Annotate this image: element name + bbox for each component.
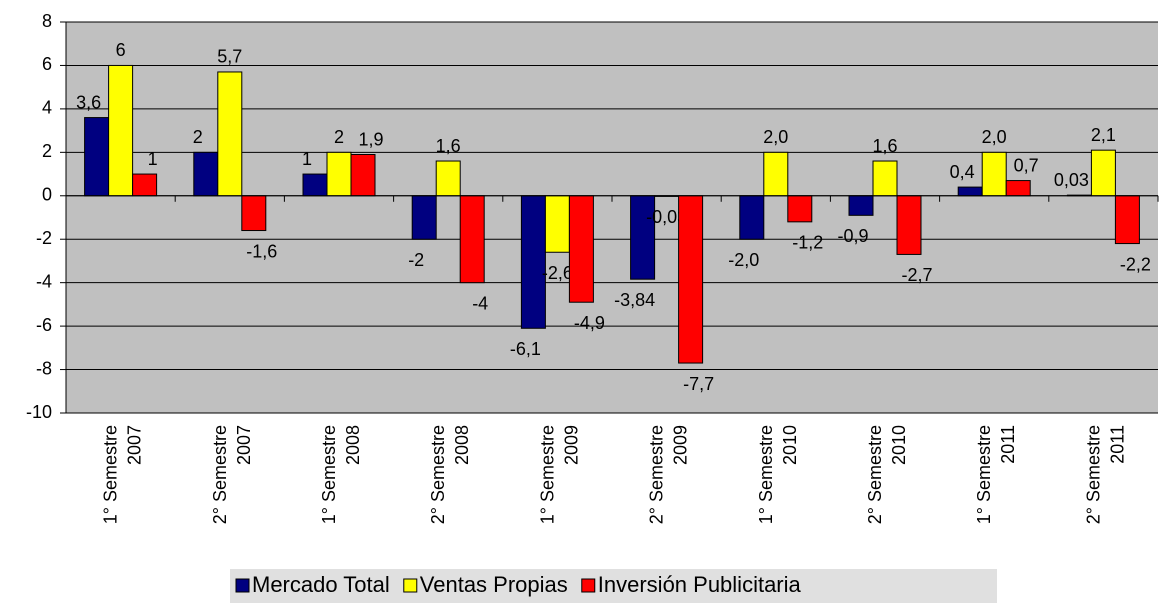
- value-label: 2: [334, 127, 344, 147]
- x-tick-group: 2° Semestre 2007: [210, 425, 254, 524]
- y-tick-label: -4: [36, 271, 52, 291]
- x-tick-group: 2° Semestre 2008: [428, 425, 472, 524]
- bar: [1090, 149, 1116, 197]
- value-label: -4: [472, 293, 488, 313]
- y-tick-label: -10: [26, 402, 52, 422]
- x-tick-group: 1° Semestre 2007: [101, 425, 145, 524]
- value-label: -0,9: [837, 226, 868, 246]
- bar: [132, 173, 158, 197]
- bar: [350, 154, 376, 197]
- value-label: -2: [408, 250, 424, 270]
- legend-label: Ventas Propias: [420, 572, 568, 597]
- value-label: 0,03: [1054, 170, 1089, 190]
- value-label: 2,0: [763, 127, 788, 147]
- y-tick-label: 0: [42, 185, 52, 205]
- legend-label: Mercado Total: [252, 572, 390, 597]
- x-tick-label: 2° Semestre 2011: [1083, 425, 1127, 524]
- bar: [241, 195, 267, 232]
- value-label: -2,0: [728, 250, 759, 270]
- bar: [787, 195, 813, 223]
- legend-swatch: [403, 578, 418, 593]
- bar: [108, 64, 134, 197]
- value-label: 0,7: [1014, 155, 1039, 175]
- y-tick-label: 8: [42, 11, 52, 31]
- value-label: 5,7: [217, 47, 242, 67]
- value-label: -4,9: [574, 313, 605, 333]
- bar: [302, 173, 328, 197]
- bar: [326, 151, 352, 197]
- value-label: 2,0: [982, 127, 1007, 147]
- y-tick-label: 4: [42, 98, 52, 118]
- value-label: -3,84: [614, 290, 655, 310]
- x-tick-label: 2° Semestre 2009: [647, 425, 691, 524]
- value-label: 3,6: [76, 92, 101, 112]
- x-tick-group: 2° Semestre 2011: [1083, 425, 1127, 524]
- bar: [411, 195, 437, 240]
- bar: [435, 160, 461, 197]
- x-tick-label: 1° Semestre 2007: [101, 425, 145, 524]
- value-label: 1,9: [358, 129, 383, 149]
- x-tick-label: 1° Semestre 2009: [537, 425, 581, 524]
- x-tick-group: 1° Semestre 2011: [974, 425, 1018, 524]
- y-tick-label: 2: [42, 141, 52, 161]
- bar: [520, 195, 546, 329]
- value-label: 1,6: [872, 136, 897, 156]
- value-label: 6: [116, 40, 126, 60]
- bar: [981, 151, 1007, 197]
- legend-swatch: [581, 578, 596, 593]
- value-label: 0,4: [950, 162, 975, 182]
- bar: [739, 195, 765, 240]
- y-tick-label: -6: [36, 315, 52, 335]
- x-tick-label: 1° Semestre 2010: [756, 425, 800, 524]
- bar: [848, 195, 874, 216]
- value-label: -0,03: [646, 207, 687, 227]
- x-tick-label: 1° Semestre 2008: [319, 425, 363, 524]
- value-label: -2,6: [542, 263, 573, 283]
- value-label: -1,6: [246, 241, 277, 261]
- value-label: -7,7: [683, 374, 714, 394]
- y-tick-label: 6: [42, 54, 52, 74]
- bar: [193, 151, 219, 197]
- bar: [568, 195, 594, 303]
- bar: [872, 160, 898, 197]
- x-tick-group: 2° Semestre 2010: [865, 425, 909, 524]
- value-label: 1: [302, 149, 312, 169]
- value-label: 2,1: [1091, 125, 1116, 145]
- bar: [1005, 180, 1031, 197]
- x-tick-label: 2° Semestre 2008: [428, 425, 472, 524]
- bar: [1114, 195, 1140, 245]
- y-tick-label: -2: [36, 228, 52, 248]
- legend-swatch: [235, 578, 250, 593]
- bar: [84, 117, 110, 197]
- bar: [678, 195, 704, 364]
- x-tick-label: 2° Semestre 2007: [210, 425, 254, 524]
- x-tick-group: 1° Semestre 2010: [756, 425, 800, 524]
- bar: [763, 151, 789, 197]
- value-label: -6,1: [510, 339, 541, 359]
- bar: [957, 186, 983, 197]
- x-tick-group: 2° Semestre 2009: [647, 425, 691, 524]
- bar: [630, 195, 656, 280]
- legend-box: [230, 569, 997, 603]
- value-label: 1: [148, 149, 158, 169]
- value-label: -1,2: [792, 233, 823, 253]
- x-tick-label: 1° Semestre 2011: [974, 425, 1018, 524]
- value-label: 1,6: [436, 136, 461, 156]
- legend-label: Inversión Publicitaria: [598, 572, 802, 597]
- x-tick-group: 1° Semestre 2008: [319, 425, 363, 524]
- bar: [896, 195, 922, 255]
- x-tick-group: 1° Semestre 2009: [537, 425, 581, 524]
- bar: [459, 195, 485, 284]
- y-tick-label: -8: [36, 358, 52, 378]
- value-label: 2: [193, 127, 203, 147]
- value-label: -2,7: [901, 265, 932, 285]
- bar: [217, 71, 243, 197]
- value-label: -2,2: [1120, 254, 1151, 274]
- bar: [544, 195, 570, 253]
- x-tick-label: 2° Semestre 2010: [865, 425, 909, 524]
